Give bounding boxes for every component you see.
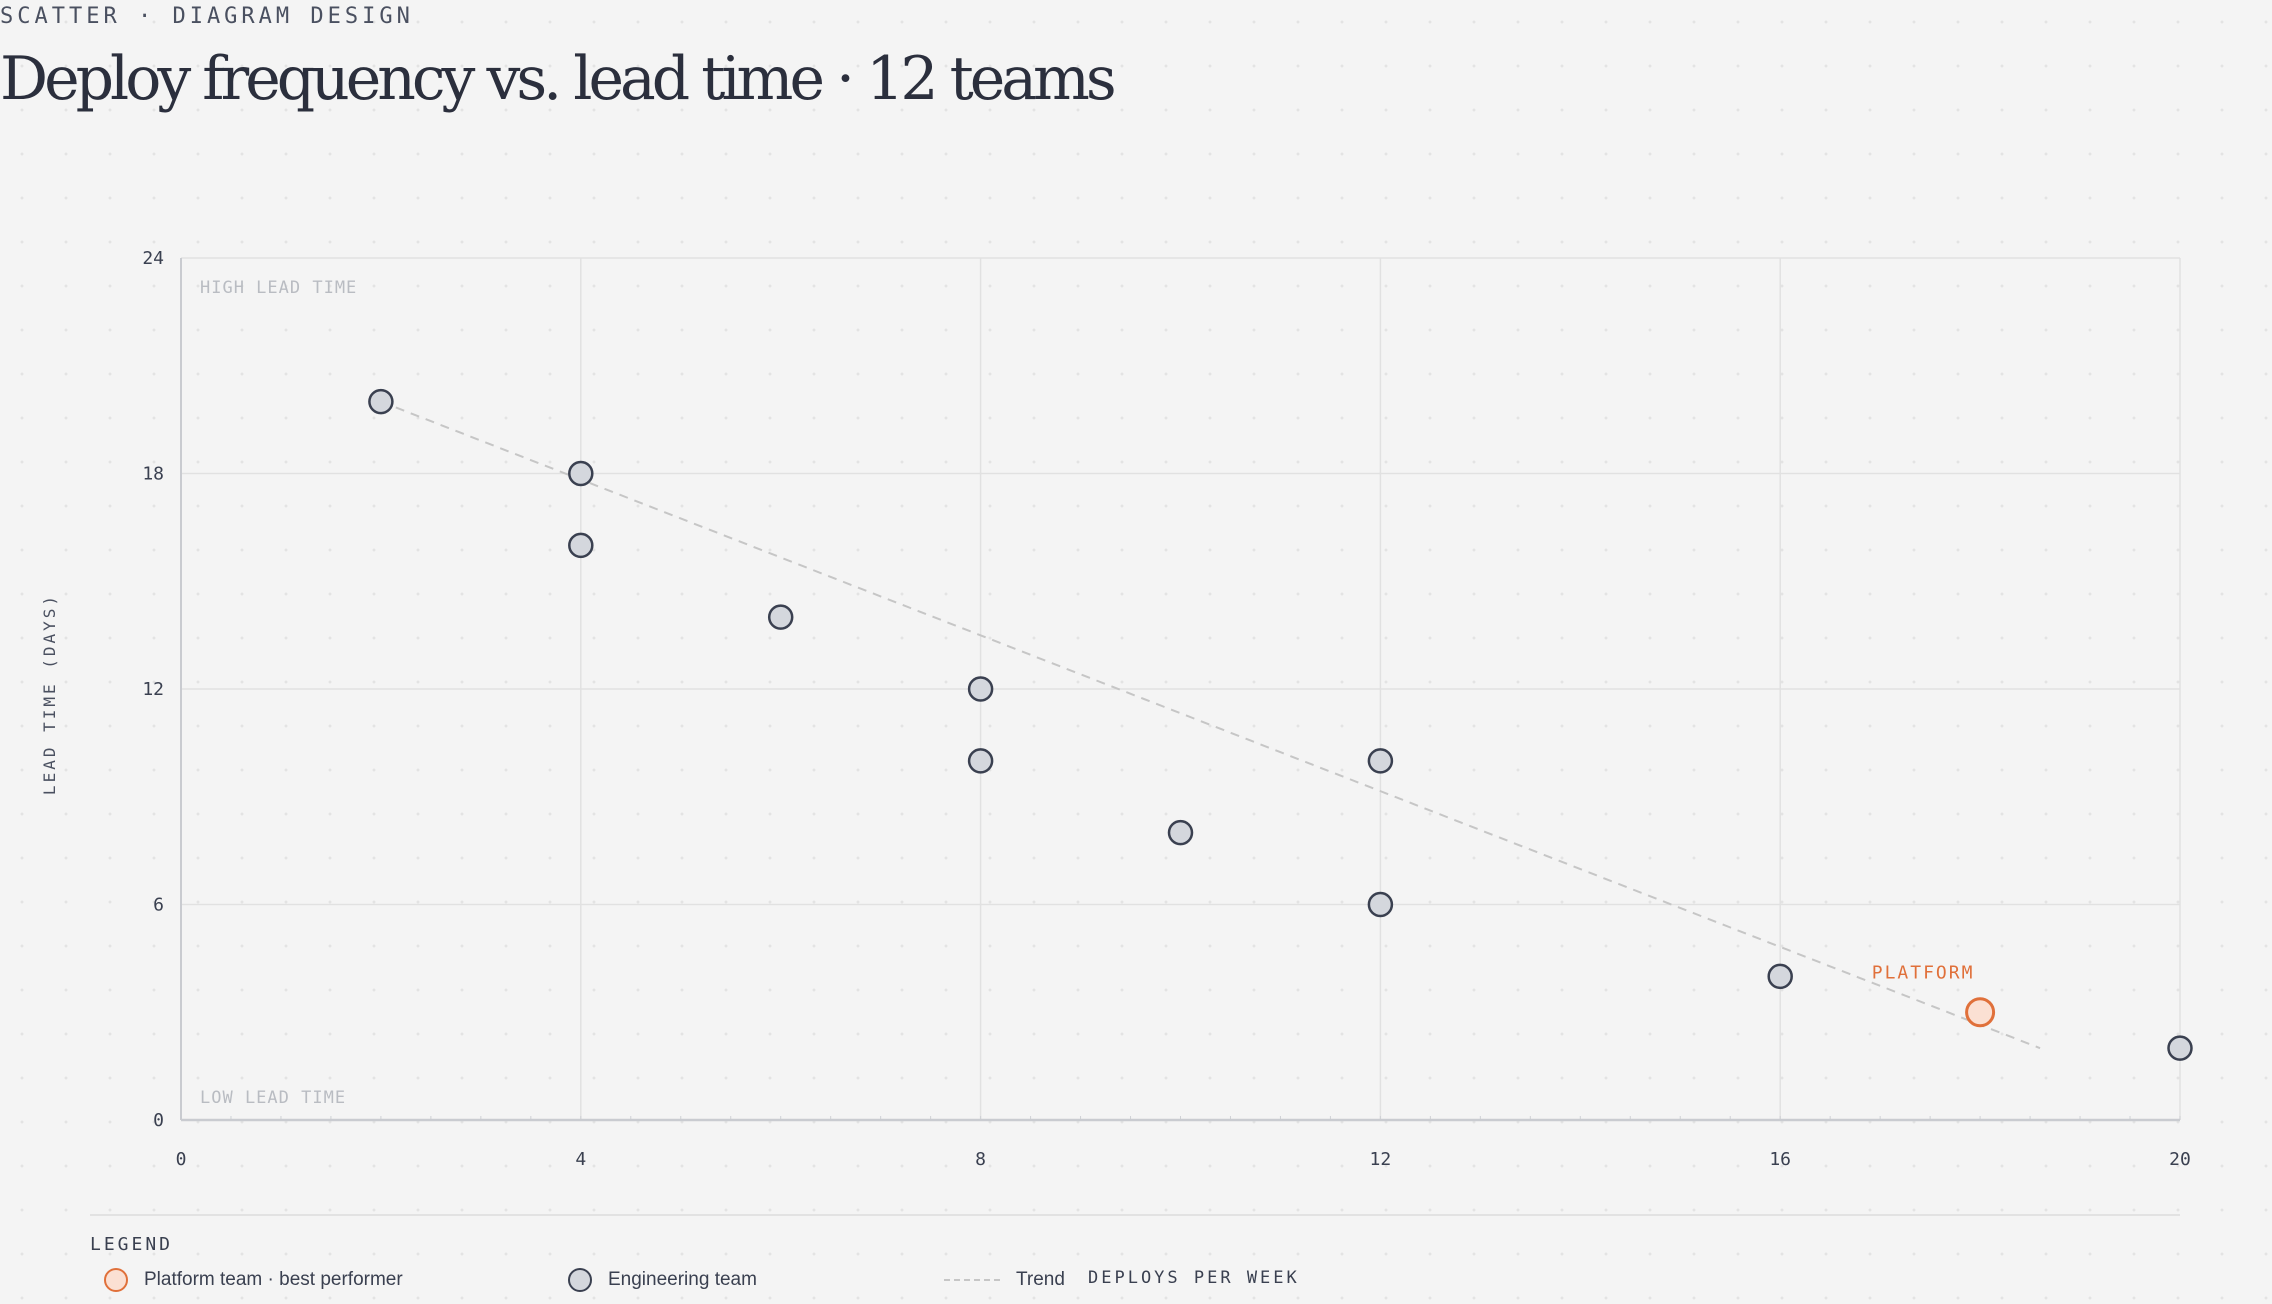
x-tick-label: 12 bbox=[1370, 1149, 1392, 1170]
y-tick-label: 12 bbox=[142, 679, 164, 700]
engineering-team-point bbox=[368, 388, 394, 415]
trend-line bbox=[380, 400, 2041, 1050]
legend-item-trend: Trend bbox=[944, 1264, 1065, 1296]
x-axis-label: DEPLOYS PER WEEK bbox=[1088, 1268, 1300, 1288]
engineering-team-point bbox=[967, 748, 994, 774]
legend-label-platform: Platform team · best performer bbox=[144, 1269, 403, 1290]
x-tick-label: 4 bbox=[575, 1149, 586, 1170]
platform-dot-icon bbox=[104, 1268, 128, 1292]
legend-item-engineering: Engineering team bbox=[568, 1264, 757, 1296]
engineering-team-point bbox=[1167, 819, 1194, 846]
legend-label-engineering: Engineering team bbox=[608, 1269, 757, 1290]
engineering-team-point bbox=[1367, 891, 1394, 918]
zone-label-high: HIGH LEAD TIME bbox=[200, 278, 357, 298]
x-tick-label: 20 bbox=[2169, 1149, 2191, 1170]
engineering-team-point bbox=[568, 532, 594, 559]
x-tick-label: 16 bbox=[1769, 1149, 1791, 1170]
eyebrow-label: SCATTER · DIAGRAM DESIGN bbox=[0, 4, 414, 29]
legend-divider bbox=[90, 1214, 2180, 1216]
legend-title: LEGEND bbox=[90, 1234, 174, 1255]
engineering-team-point bbox=[2167, 1035, 2193, 1061]
engineering-team-point bbox=[967, 676, 994, 702]
engineering-dot-icon bbox=[568, 1268, 592, 1292]
y-tick-label: 6 bbox=[153, 895, 164, 916]
zone-label-low: LOW LEAD TIME bbox=[200, 1088, 346, 1108]
y-axis-label: LEAD TIME (DAYS) bbox=[40, 593, 59, 795]
engineering-team-point bbox=[767, 604, 794, 630]
trend-line-icon bbox=[944, 1279, 1000, 1281]
engineering-team-point bbox=[568, 460, 594, 487]
y-tick-label: 18 bbox=[142, 464, 164, 485]
platform-callout-label: PLATFORM bbox=[1872, 962, 1975, 983]
engineering-team-point bbox=[1367, 748, 1394, 774]
platform-team-point bbox=[1965, 997, 1996, 1028]
legend-label-trend: Trend bbox=[1016, 1269, 1065, 1290]
engineering-team-point bbox=[1767, 963, 1793, 990]
x-tick-label: 0 bbox=[176, 1149, 187, 1170]
y-tick-label: 0 bbox=[153, 1110, 164, 1131]
y-tick-label: 24 bbox=[142, 248, 164, 269]
page-title: Deploy frequency vs. lead time · 12 team… bbox=[0, 44, 1117, 114]
legend-item-platform: Platform team · best performer bbox=[104, 1264, 403, 1296]
x-tick-label: 8 bbox=[975, 1149, 986, 1170]
